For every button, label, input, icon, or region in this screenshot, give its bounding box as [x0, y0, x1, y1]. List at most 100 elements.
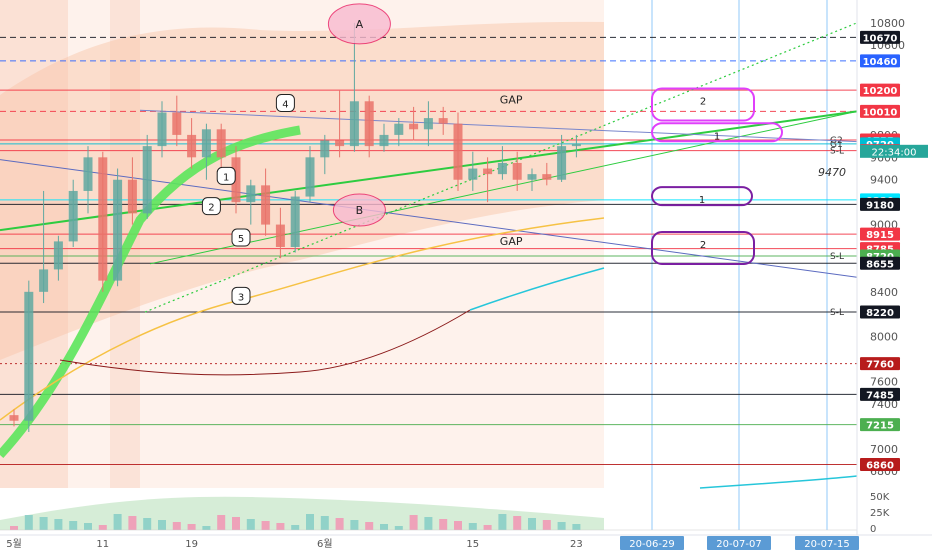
wave-box-2: [201, 197, 221, 216]
volume-bar: [291, 525, 300, 530]
wave-label-2: 2: [208, 203, 214, 214]
candle-body: [275, 224, 285, 247]
candle-body: [571, 143, 581, 147]
candle-body: [187, 134, 197, 158]
volume-bar: [424, 517, 433, 530]
candle-body: [53, 241, 63, 270]
candle-body: [320, 140, 330, 158]
candle-body: [39, 269, 49, 292]
volume-bar: [113, 514, 122, 530]
volume-bar: [98, 525, 107, 530]
x-tick-label: 11: [96, 539, 109, 550]
x-tick-label: 6월: [317, 538, 333, 550]
volume-bar: [10, 526, 18, 530]
x-tick-label: 23: [570, 539, 583, 550]
x-tick-label: 15: [466, 539, 479, 550]
target-box: [651, 122, 783, 143]
volume-bar: [513, 516, 522, 530]
price-label-10460: 10460: [863, 57, 898, 68]
candle-body: [261, 185, 271, 225]
volume-bar: [542, 520, 551, 530]
volume-bar: [454, 521, 462, 530]
current-price-bg: [860, 144, 928, 158]
volume-bar: [380, 524, 388, 530]
volume-bar: [528, 518, 536, 530]
candle-body: [83, 157, 93, 191]
target-box-label: 2: [700, 97, 706, 108]
volume-bar: [202, 526, 211, 530]
price-label-bg: [860, 227, 900, 241]
future-date-bg: [620, 536, 684, 550]
ma-teal: [469, 267, 605, 311]
volume-bar: [128, 516, 137, 530]
candle-body: [468, 168, 478, 180]
volume-tick-label: 25K: [870, 508, 890, 519]
volume-bar: [261, 521, 270, 530]
current-price-countdown: 22:34:00: [872, 147, 917, 158]
candle-body: [438, 118, 448, 124]
volume-tick-label: 0: [870, 524, 876, 535]
x-tick-label: 19: [185, 539, 198, 550]
candle-body: [127, 179, 137, 214]
price-label-7215: 7215: [866, 421, 894, 432]
candle-body: [246, 185, 256, 203]
candle-body: [98, 157, 108, 281]
price-label-bg: [860, 54, 900, 68]
price-label-bg: [860, 387, 900, 401]
future-date-label: 20-07-15: [804, 539, 849, 550]
price-label-7485: 7485: [866, 390, 894, 401]
price-label-10670: 10670: [863, 33, 898, 44]
price-label-bg: [860, 83, 900, 97]
candle-body: [453, 123, 463, 180]
volume-bar: [54, 519, 63, 530]
price-label-bg: [860, 357, 900, 371]
wave-circle-B: [332, 193, 386, 227]
wave-circle-A: [327, 3, 391, 45]
level-tag-8220: S-L: [830, 308, 844, 318]
candle-body: [349, 101, 359, 147]
price-label-10010: 10010: [863, 107, 898, 118]
volume-bar: [69, 521, 78, 530]
y-tick-label: 8000: [870, 331, 898, 344]
volume-bar: [394, 526, 403, 530]
volume-bar: [439, 519, 448, 530]
gap-label: GAP: [500, 94, 523, 107]
ma-green-band: [0, 125, 301, 459]
target-box-label: 1: [699, 195, 705, 206]
candle-body: [216, 129, 226, 158]
candle-body: [497, 162, 507, 175]
candle-body: [201, 129, 211, 158]
target-box-label: 1: [714, 131, 720, 142]
price-label-7760: 7760: [866, 360, 894, 371]
future-date-bg: [795, 536, 859, 550]
volume-bar: [557, 522, 566, 530]
future-date-label: 20-07-07: [716, 539, 761, 550]
time-axis-bg: [0, 535, 932, 550]
volume-bar: [217, 515, 226, 530]
price-label-6860: 6860: [866, 460, 894, 471]
x-tick-label: 5월: [6, 538, 22, 550]
target-box-label: 2: [700, 240, 706, 251]
wave-box-5: [231, 228, 251, 247]
volume-bar: [306, 514, 314, 530]
volume-bar: [84, 523, 92, 530]
ma-teal-future: [699, 475, 858, 489]
candle-body: [305, 157, 315, 197]
volume-bar: [232, 517, 240, 530]
volume-bar: [24, 515, 33, 530]
wave-label-3: 3: [238, 292, 244, 303]
candle-body: [364, 101, 374, 147]
price-label-bg: [860, 457, 900, 471]
candle-body: [231, 157, 241, 203]
y-tick-label: 9400: [870, 174, 898, 187]
wave-label-5: 5: [238, 234, 244, 245]
price-label-bg: [860, 104, 900, 118]
target-box: [651, 186, 753, 207]
candle-body: [527, 174, 537, 180]
candle-body: [542, 174, 552, 180]
volume-bar: [335, 518, 344, 530]
candle-body: [379, 134, 389, 147]
level-tag-9660: S-L: [830, 147, 844, 157]
volume-bar: [468, 523, 477, 530]
